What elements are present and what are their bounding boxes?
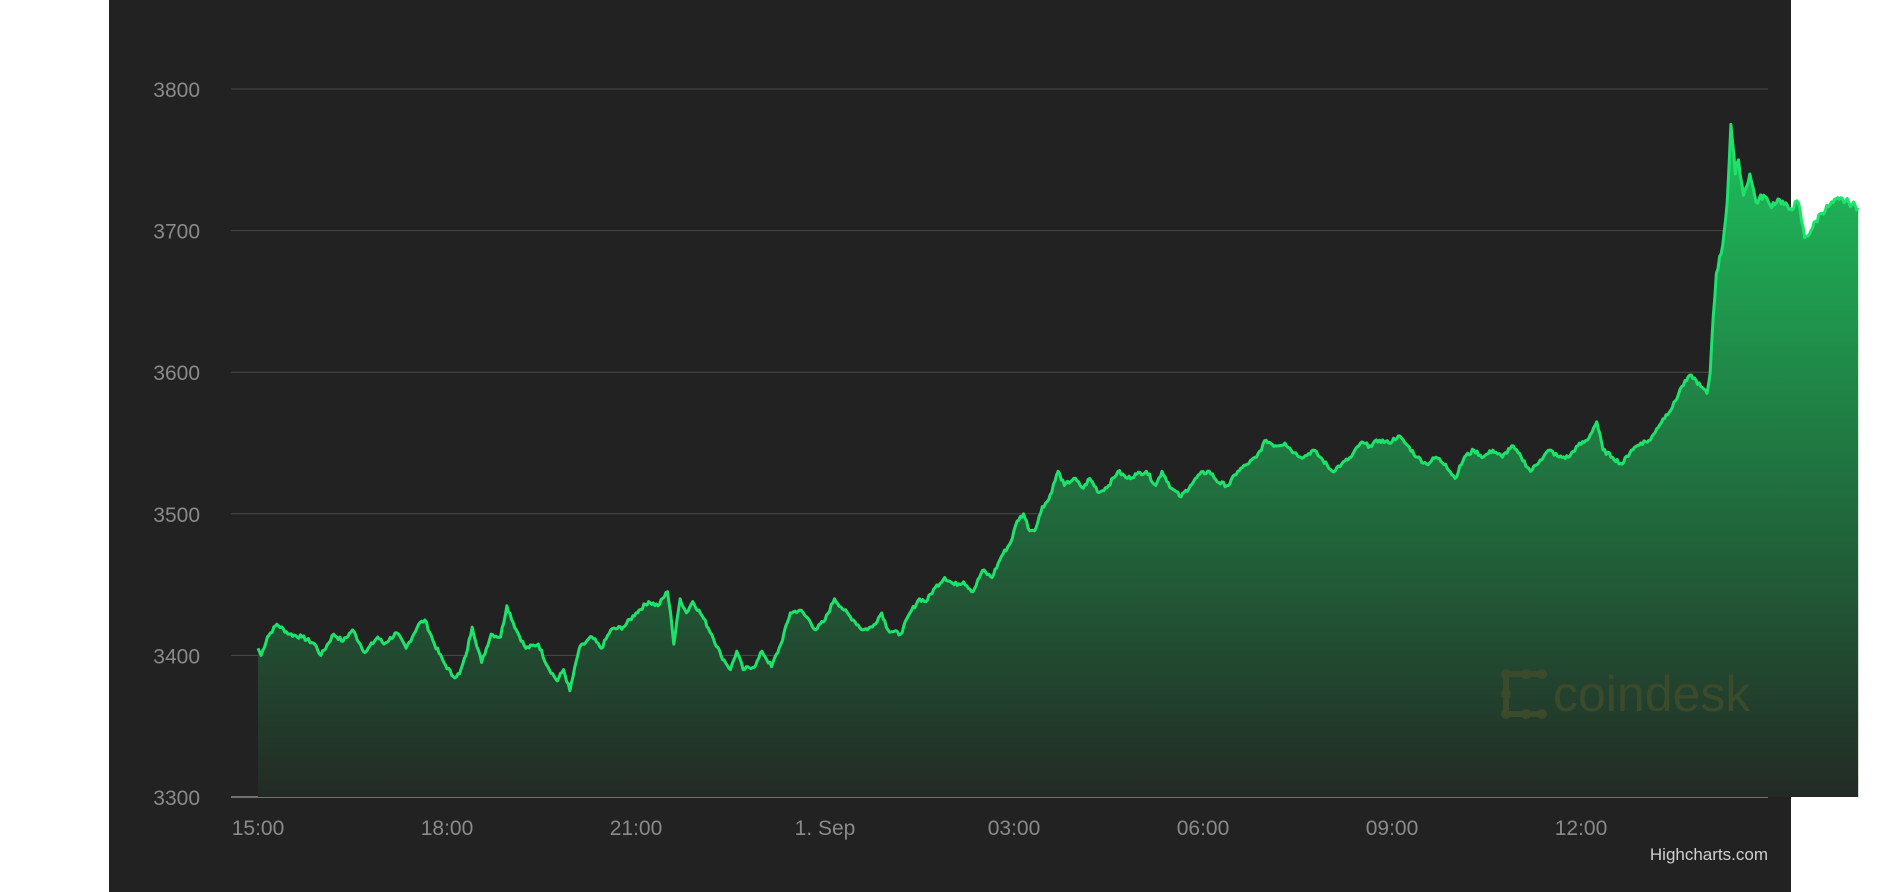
coindesk-logo-icon: [1501, 669, 1547, 719]
x-tick-label-21-00: 21:00: [610, 817, 663, 840]
y-tick-label-3800: 3800: [153, 79, 200, 102]
x-tick-label-12-00: 12:00: [1555, 817, 1608, 840]
x-tick-label-03-00: 03:00: [988, 817, 1041, 840]
x-tick-label-15-00: 15:00: [232, 817, 285, 840]
y-tick-label-3700: 3700: [153, 221, 200, 244]
y-tick-label-3500: 3500: [153, 504, 200, 527]
y-tick-label-3400: 3400: [153, 645, 200, 668]
coindesk-watermark: coindesk: [1501, 666, 1751, 722]
y-tick-label-3600: 3600: [153, 362, 200, 385]
x-tick-label-06-00: 06:00: [1177, 817, 1230, 840]
price-area-fill: [258, 124, 1859, 797]
coindesk-watermark-text: coindesk: [1553, 666, 1751, 722]
price-series-line[interactable]: [256, 122, 1860, 693]
x-tick-label-18-00: 18:00: [421, 817, 474, 840]
x-tick-label-09-00: 09:00: [1366, 817, 1419, 840]
y-tick-label-3300: 3300: [153, 787, 200, 810]
x-tick-label-1-sep: 1. Sep: [795, 817, 856, 840]
highcharts-credit-link[interactable]: Highcharts.com: [1650, 845, 1768, 864]
